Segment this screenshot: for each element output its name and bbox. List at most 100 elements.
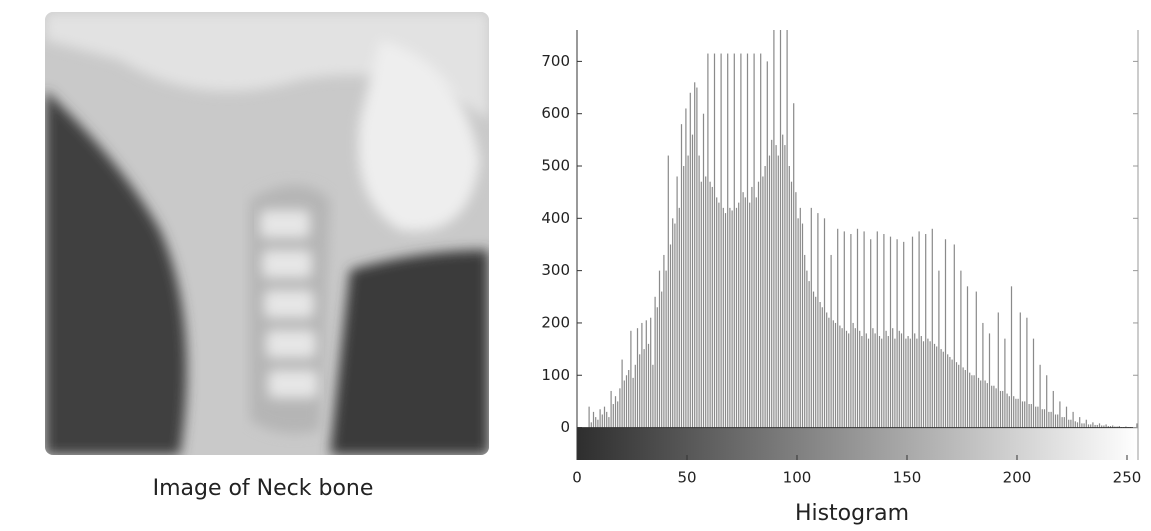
bar xyxy=(982,323,983,428)
bar xyxy=(1004,339,1005,428)
bar xyxy=(639,354,640,427)
bar xyxy=(938,271,939,428)
y-tick-label: 400 xyxy=(541,209,570,227)
bar xyxy=(976,292,977,428)
bar xyxy=(841,328,842,427)
bar xyxy=(951,360,952,428)
bar xyxy=(775,145,776,427)
bar xyxy=(797,218,798,427)
bar xyxy=(593,412,594,428)
bar xyxy=(740,54,741,428)
bar xyxy=(916,339,917,428)
bar xyxy=(771,140,772,428)
bar xyxy=(595,417,596,427)
bar xyxy=(615,396,616,427)
bar xyxy=(1081,423,1082,427)
bar xyxy=(767,61,768,427)
bar xyxy=(958,365,959,428)
bar xyxy=(621,360,622,428)
bar xyxy=(734,54,735,428)
y-tick-label: 600 xyxy=(541,104,570,122)
bar xyxy=(780,30,781,428)
bar xyxy=(676,176,677,427)
bar xyxy=(828,318,829,428)
bar xyxy=(940,349,941,427)
bar xyxy=(725,213,726,427)
bar xyxy=(709,182,710,428)
bar xyxy=(654,297,655,428)
bar xyxy=(927,339,928,428)
bar xyxy=(949,357,950,428)
bar xyxy=(844,231,845,427)
bar xyxy=(863,231,864,427)
bar xyxy=(659,271,660,428)
bar xyxy=(753,54,754,428)
bar xyxy=(1017,399,1018,428)
bar xyxy=(720,54,721,428)
bar xyxy=(879,336,880,428)
bar xyxy=(890,237,891,428)
bar xyxy=(685,108,686,427)
y-tick-label: 0 xyxy=(560,418,570,436)
bar xyxy=(1092,422,1093,427)
bar xyxy=(1053,391,1054,428)
bar xyxy=(731,210,732,427)
bar xyxy=(795,192,796,427)
bar xyxy=(1079,417,1080,427)
bar xyxy=(991,386,992,428)
bar xyxy=(617,401,618,427)
bar xyxy=(628,370,629,428)
bar xyxy=(789,166,790,428)
bar xyxy=(1068,420,1069,428)
bar xyxy=(1026,318,1027,428)
bar xyxy=(648,344,649,428)
bar xyxy=(1015,399,1016,428)
bar xyxy=(912,237,913,428)
bar xyxy=(802,224,803,428)
bar xyxy=(892,328,893,427)
bar xyxy=(672,218,673,427)
bar xyxy=(824,218,825,427)
bar xyxy=(703,114,704,428)
bar xyxy=(1000,391,1001,428)
bar xyxy=(665,271,666,428)
bar xyxy=(804,255,805,428)
bar xyxy=(995,388,996,427)
bar xyxy=(745,197,746,427)
bar xyxy=(1066,407,1067,428)
bar xyxy=(1055,414,1056,427)
bar xyxy=(960,271,961,428)
bar xyxy=(674,224,675,428)
bar xyxy=(773,30,774,428)
bar xyxy=(624,380,625,427)
bar xyxy=(989,333,990,427)
bar xyxy=(626,375,627,427)
bar xyxy=(599,409,600,427)
bar xyxy=(811,208,812,428)
bar xyxy=(852,323,853,428)
bar xyxy=(962,367,963,427)
xray-image xyxy=(45,12,489,455)
y-tick-label: 200 xyxy=(541,313,570,331)
bar xyxy=(716,197,717,427)
bar xyxy=(813,292,814,428)
bar xyxy=(967,286,968,427)
bar xyxy=(859,331,860,428)
bar xyxy=(1031,404,1032,428)
bar xyxy=(980,380,981,427)
bar xyxy=(956,362,957,427)
bar xyxy=(786,30,787,428)
bar xyxy=(905,339,906,428)
bar xyxy=(914,333,915,427)
bar xyxy=(932,229,933,428)
bar xyxy=(826,312,827,427)
bar xyxy=(954,244,955,427)
x-tick-label: 250 xyxy=(1113,469,1142,487)
bar xyxy=(712,187,713,428)
bar xyxy=(782,135,783,428)
bar xyxy=(1099,423,1100,427)
bar xyxy=(861,336,862,428)
bar xyxy=(683,166,684,428)
bar xyxy=(894,339,895,428)
bar xyxy=(646,320,647,427)
